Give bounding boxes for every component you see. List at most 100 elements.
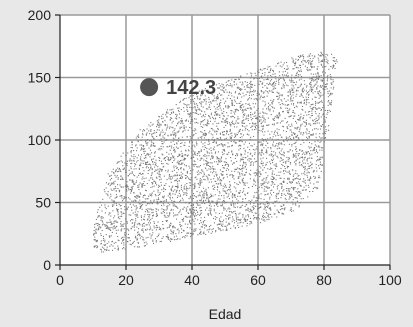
data-point <box>117 161 119 163</box>
data-point <box>273 86 275 88</box>
data-point <box>250 113 252 115</box>
data-point <box>169 198 171 200</box>
data-point <box>282 76 284 78</box>
data-point <box>212 141 214 143</box>
data-point <box>295 135 297 137</box>
data-point <box>245 220 247 222</box>
data-point <box>244 88 246 90</box>
data-point <box>153 222 155 224</box>
data-point <box>332 67 334 69</box>
data-point <box>231 102 233 104</box>
data-point <box>178 163 180 165</box>
data-point <box>312 134 314 136</box>
data-point <box>297 119 299 121</box>
data-point <box>221 83 223 85</box>
data-point <box>233 111 235 113</box>
data-point <box>180 167 182 169</box>
data-point <box>263 182 265 184</box>
data-point <box>253 202 255 204</box>
data-point <box>308 102 310 104</box>
data-point <box>278 98 280 100</box>
data-point <box>121 242 123 244</box>
data-point <box>164 216 166 218</box>
data-point <box>206 161 208 163</box>
data-point <box>171 201 173 203</box>
data-point <box>241 154 243 156</box>
data-point <box>255 212 257 214</box>
data-point <box>170 238 172 240</box>
data-point <box>262 219 264 221</box>
data-point <box>229 83 231 85</box>
data-point <box>176 118 178 120</box>
data-point <box>239 175 241 177</box>
data-point <box>267 77 269 79</box>
data-point <box>287 151 289 153</box>
data-point <box>225 106 227 108</box>
data-point <box>190 157 192 159</box>
data-point <box>177 195 179 197</box>
data-point <box>297 67 299 69</box>
data-point <box>197 195 199 197</box>
data-point <box>321 64 323 66</box>
data-point <box>137 134 139 136</box>
data-point <box>317 140 319 142</box>
data-point <box>322 147 324 149</box>
data-point <box>228 80 230 82</box>
data-point <box>173 149 175 151</box>
data-point <box>173 226 175 228</box>
data-point <box>210 210 212 212</box>
data-point <box>142 223 144 225</box>
data-point <box>183 103 185 105</box>
data-point <box>277 145 279 147</box>
data-point <box>217 177 219 179</box>
data-point <box>244 151 246 153</box>
data-point <box>329 103 331 105</box>
data-point <box>194 161 196 163</box>
data-point <box>295 58 297 60</box>
data-point <box>94 236 96 238</box>
data-point <box>121 177 123 179</box>
data-point <box>285 131 287 133</box>
data-point <box>151 169 153 171</box>
data-point <box>227 165 229 167</box>
data-point <box>256 109 258 111</box>
data-point <box>264 185 266 187</box>
data-point <box>332 57 334 59</box>
data-point <box>249 217 251 219</box>
data-point <box>310 115 312 117</box>
data-point <box>288 124 290 126</box>
data-point <box>184 158 186 160</box>
data-point <box>300 101 302 103</box>
data-point <box>219 133 221 135</box>
data-point <box>239 173 241 175</box>
data-point <box>278 83 280 85</box>
data-point <box>176 131 178 133</box>
data-point <box>264 74 266 76</box>
data-point <box>142 239 144 241</box>
data-point <box>179 160 181 162</box>
data-point <box>140 165 142 167</box>
data-point <box>136 214 138 216</box>
data-point <box>266 95 268 97</box>
data-point <box>300 71 302 73</box>
data-point <box>269 137 271 139</box>
data-point <box>299 70 301 72</box>
data-point <box>230 112 232 114</box>
data-point <box>298 139 300 141</box>
data-point <box>262 111 264 113</box>
data-point <box>222 171 224 173</box>
data-point <box>124 209 126 211</box>
data-point <box>290 114 292 116</box>
data-point <box>279 104 281 106</box>
highlight-point[interactable] <box>140 78 159 97</box>
data-point <box>213 217 215 219</box>
data-point <box>170 208 172 210</box>
data-point <box>199 192 201 194</box>
data-point <box>225 229 227 231</box>
data-point <box>283 189 285 191</box>
data-point <box>278 112 280 114</box>
data-point <box>106 227 108 229</box>
data-point <box>205 139 207 141</box>
data-point <box>307 151 309 153</box>
data-point <box>310 69 312 71</box>
